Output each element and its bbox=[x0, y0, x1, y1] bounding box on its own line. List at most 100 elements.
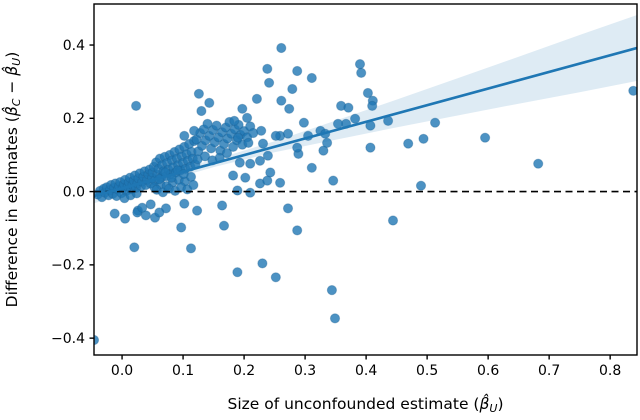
scatter-point bbox=[367, 100, 378, 112]
scatter-point bbox=[322, 137, 333, 148]
scatter-point bbox=[221, 148, 233, 159]
scatter-point bbox=[237, 103, 248, 114]
x-tick-label: 0.8 bbox=[599, 363, 621, 379]
scatter-point bbox=[232, 132, 244, 143]
scatter-point bbox=[403, 138, 414, 149]
scatter-point bbox=[628, 85, 637, 96]
scatter-point bbox=[282, 203, 294, 214]
scatter-point bbox=[306, 162, 317, 173]
scatter-point bbox=[270, 130, 281, 141]
scatter-point bbox=[287, 83, 298, 95]
scatter-point bbox=[129, 242, 140, 253]
scatter-point bbox=[262, 63, 273, 75]
scatter-point bbox=[217, 200, 228, 211]
scatter-point bbox=[229, 115, 240, 127]
scatter-point bbox=[228, 170, 239, 181]
scatter-point bbox=[137, 202, 148, 213]
plot-area bbox=[94, 15, 637, 346]
x-tick-label: 0.5 bbox=[416, 363, 438, 379]
scatter-point bbox=[176, 222, 187, 233]
scatter-point bbox=[185, 243, 197, 254]
scatter-point bbox=[292, 65, 303, 77]
x-axis: 0.0 0.1 0.2 0.3 0.4 0.5 0.6 0.7 0.8 bbox=[111, 355, 621, 379]
scatter-point bbox=[354, 59, 366, 70]
scatter-point bbox=[242, 112, 253, 124]
scatter-point bbox=[329, 313, 341, 324]
scatter-point bbox=[298, 117, 309, 128]
scatter-point bbox=[192, 205, 203, 216]
scatter-point bbox=[318, 145, 329, 156]
scatter-point bbox=[154, 207, 165, 218]
scatter-point bbox=[179, 198, 190, 209]
regression-line bbox=[94, 46, 637, 198]
scatter-point bbox=[189, 125, 200, 136]
scatter-point bbox=[264, 77, 275, 88]
y-axis-label: Difference in estimates (β̂C − β̂U) bbox=[1, 52, 23, 308]
scatter-point bbox=[430, 117, 441, 128]
scatter-point bbox=[211, 120, 222, 131]
scatter-point bbox=[362, 87, 373, 99]
scatter-point bbox=[199, 151, 211, 162]
scatter-point bbox=[120, 213, 131, 224]
scatter-point bbox=[204, 97, 215, 109]
scatter-point bbox=[188, 179, 199, 191]
x-tick-label: 0.1 bbox=[172, 363, 194, 379]
scatter-point bbox=[292, 142, 303, 153]
scatter-point bbox=[284, 103, 295, 114]
scatter-point bbox=[131, 100, 142, 112]
x-tick-label: 0.7 bbox=[538, 363, 560, 379]
scatter-point bbox=[356, 67, 367, 79]
scatter-point bbox=[232, 267, 243, 278]
scatter-point bbox=[262, 175, 273, 186]
scatter-point bbox=[276, 42, 287, 54]
scatter-point bbox=[254, 155, 266, 166]
scatter-point bbox=[282, 128, 294, 139]
scatter-point bbox=[275, 177, 286, 188]
scatter-point bbox=[140, 210, 151, 221]
x-tick-label: 0.4 bbox=[355, 363, 377, 379]
scatter-point bbox=[262, 150, 273, 161]
y-axis: −0.4 −0.2 0.0 0.2 0.4 bbox=[51, 38, 94, 347]
scatter-point bbox=[202, 118, 213, 129]
scatter-point bbox=[533, 158, 544, 169]
scatter-point bbox=[326, 285, 337, 296]
x-tick-label: 0.0 bbox=[111, 363, 133, 379]
scatter-point bbox=[193, 88, 204, 99]
scatter-point bbox=[480, 132, 491, 143]
scatter-point bbox=[415, 180, 427, 191]
confidence-band bbox=[94, 15, 637, 204]
y-tick-label: −0.2 bbox=[51, 258, 85, 274]
scatter-point bbox=[257, 258, 268, 269]
scatter-point bbox=[387, 215, 399, 226]
scatter-point bbox=[109, 208, 120, 219]
scatter-point bbox=[343, 102, 354, 113]
scatter-point bbox=[418, 133, 429, 144]
scatter-point bbox=[243, 137, 254, 148]
scatter-point bbox=[265, 167, 276, 178]
y-tick-label: 0.0 bbox=[63, 184, 85, 200]
scatter-point bbox=[257, 138, 269, 149]
scatter-point bbox=[350, 113, 361, 124]
scatter-point bbox=[328, 175, 339, 186]
x-axis-label: Size of unconfounded estimate (β̂U) bbox=[227, 393, 503, 415]
scatter-point bbox=[306, 72, 317, 84]
scatter-point bbox=[256, 125, 267, 136]
scatter-point bbox=[240, 172, 251, 183]
scatter-point bbox=[276, 95, 287, 106]
scatter-point bbox=[160, 203, 172, 214]
scatter-point bbox=[232, 185, 243, 196]
y-tick-label: −0.4 bbox=[51, 331, 85, 347]
scatter-point bbox=[179, 130, 190, 141]
scatter-point bbox=[365, 142, 376, 153]
scatter-point bbox=[245, 187, 256, 198]
y-tick-label: 0.4 bbox=[63, 38, 85, 54]
scatter-point bbox=[245, 158, 256, 169]
scatter-point bbox=[218, 220, 230, 231]
x-tick-label: 0.6 bbox=[477, 363, 499, 379]
scatter-point bbox=[292, 225, 303, 236]
scatter-point bbox=[270, 272, 281, 283]
scatter-point bbox=[251, 93, 262, 105]
